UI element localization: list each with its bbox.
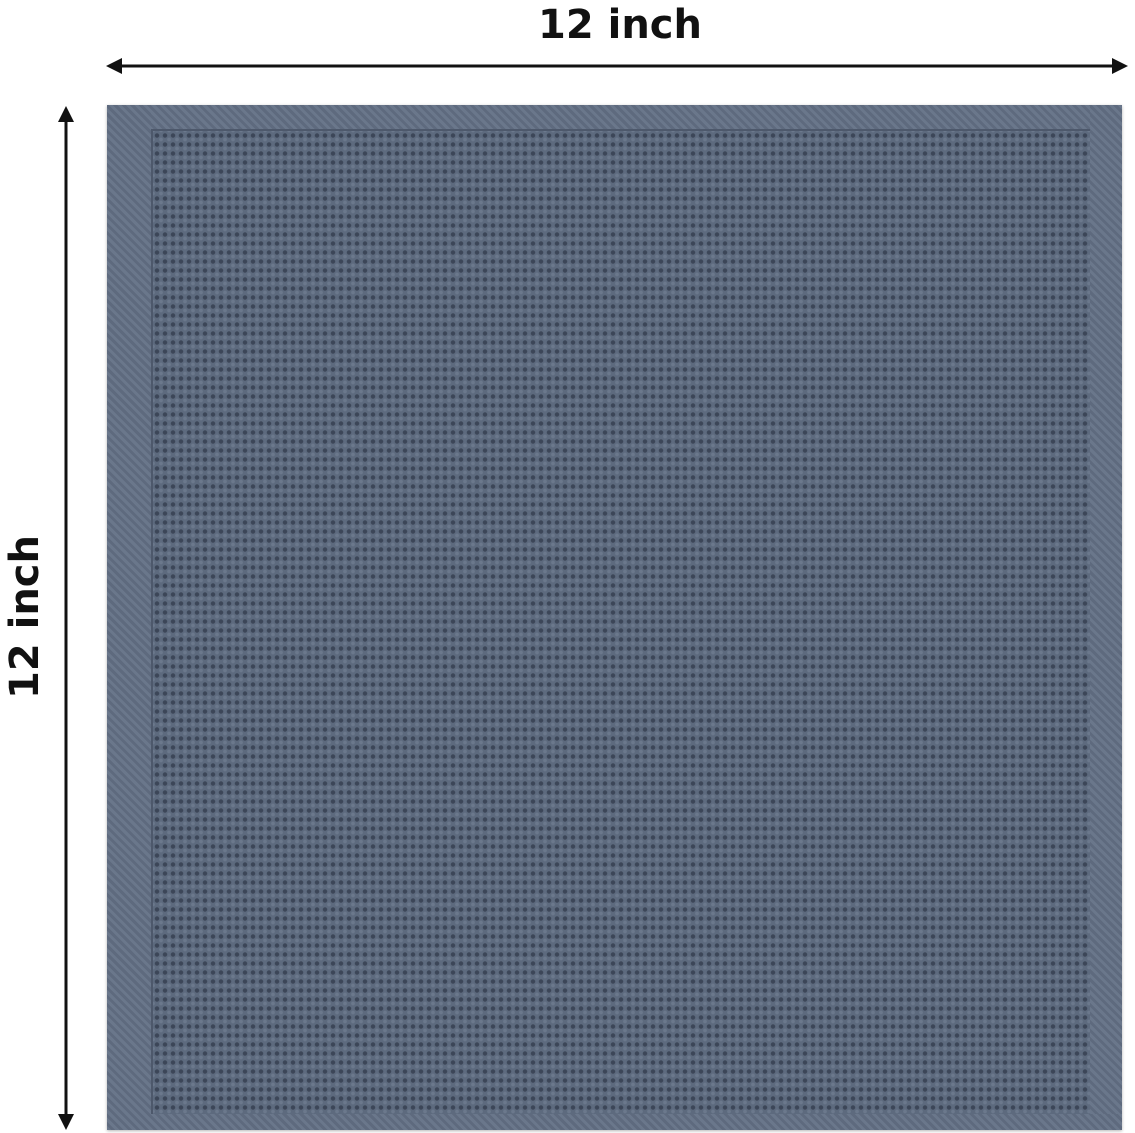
hem-left	[107, 105, 151, 1130]
width-arrow	[106, 58, 1128, 74]
dishcloth-image	[107, 105, 1122, 1130]
waffle-weave-texture	[151, 129, 1090, 1114]
hem-bottom	[107, 1114, 1122, 1130]
height-arrow	[58, 106, 74, 1130]
width-label: 12 inch	[538, 2, 702, 48]
hem-top	[107, 105, 1122, 129]
hem-right	[1090, 105, 1122, 1130]
